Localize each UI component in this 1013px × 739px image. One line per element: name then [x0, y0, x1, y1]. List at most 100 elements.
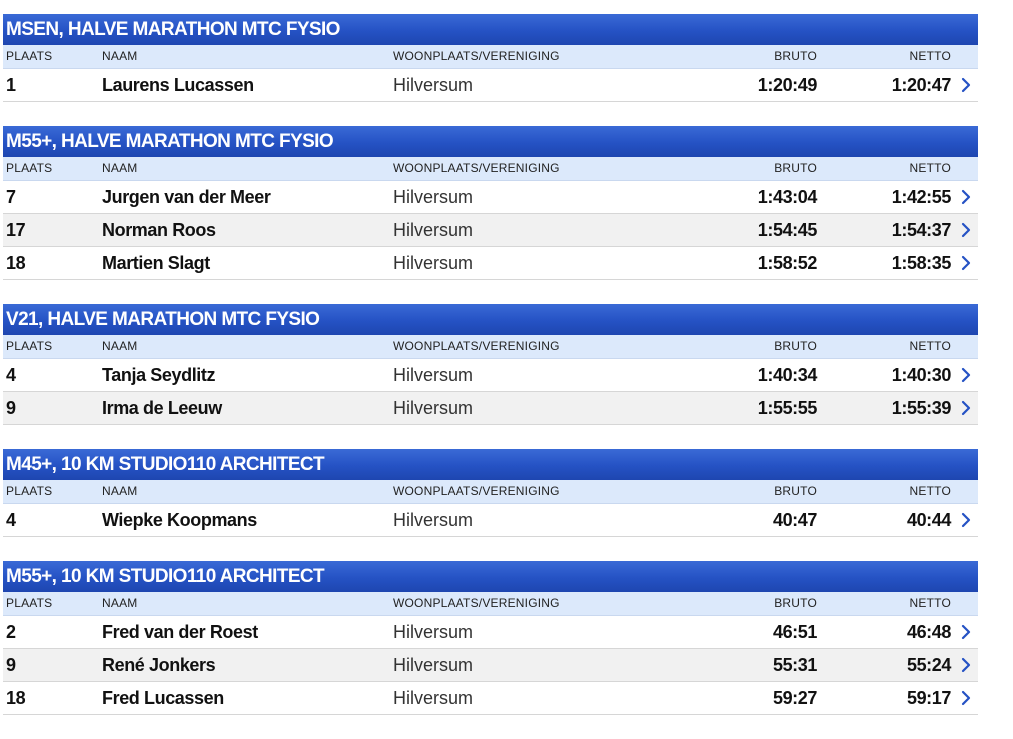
result-row[interactable]: 2 Fred van der Roest Hilversum 46:51 46:48 [3, 616, 978, 649]
result-netto: 46:48 [906, 622, 951, 642]
category-section: MSEN, HALVE MARATHON MTC FYSIO PLAATS NAAM… [3, 14, 978, 102]
result-row[interactable]: 1 Laurens Lucassen Hilversum 1:20:49 1:20:47 [3, 69, 978, 102]
chevron-right-icon[interactable] [958, 400, 974, 416]
chevron-right-icon[interactable] [958, 189, 974, 205]
column-header-netto: NETTO [909, 339, 951, 353]
result-name: Irma de Leeuw [102, 398, 222, 418]
chevron-right-icon[interactable] [958, 255, 974, 271]
column-header-row: PLAATS NAAM WOONPLAATS/VERENIGING BRUTO NETT… [3, 480, 978, 504]
category-section: V21, HALVE MARATHON MTC FYSIO PLAATS NAAM W… [3, 304, 978, 425]
column-header-place: PLAATS [6, 484, 53, 498]
chevron-right-icon[interactable] [958, 77, 974, 93]
result-row[interactable]: 9 Irma de Leeuw Hilversum 1:55:55 1:55:39 [3, 392, 978, 425]
column-header-netto: NETTO [909, 49, 951, 63]
chevron-right-icon[interactable] [958, 624, 974, 640]
column-header-row: PLAATS NAAM WOONPLAATS/VERENIGING BRUTO NETT… [3, 157, 978, 181]
result-bruto: 1:54:45 [757, 220, 818, 240]
results-list: MSEN, HALVE MARATHON MTC FYSIO PLAATS NAAM… [3, 14, 978, 739]
category-title: V21, HALVE MARATHON MTC FYSIO [3, 304, 978, 335]
column-header-place: PLAATS [6, 161, 53, 175]
chevron-right-icon[interactable] [958, 367, 974, 383]
category-section: M55+, HALVE MARATHON MTC FYSIO PLAATS NAAM… [3, 126, 978, 280]
result-netto: 59:17 [906, 688, 951, 708]
result-row[interactable]: 18 Fred Lucassen Hilversum 59:27 59:17 [3, 682, 978, 715]
result-bruto: 46:51 [772, 622, 817, 642]
result-place: 9 [6, 655, 16, 675]
chevron-right-icon[interactable] [958, 657, 974, 673]
result-netto: 1:54:37 [891, 220, 952, 240]
category-section: M45+, 10 KM STUDIO110 ARCHITECT PLAATS NAA… [3, 449, 978, 537]
column-header-bruto: BRUTO [774, 596, 817, 610]
result-place: 17 [6, 220, 26, 240]
result-city: Hilversum [393, 510, 474, 530]
result-name: Jurgen van der Meer [102, 187, 271, 207]
category-title: M55+, HALVE MARATHON MTC FYSIO [3, 126, 978, 157]
column-header-bruto: BRUTO [774, 49, 817, 63]
result-place: 18 [6, 688, 26, 708]
result-row[interactable]: 18 Martien Slagt Hilversum 1:58:52 1:58:35 [3, 247, 978, 280]
column-header-city: WOONPLAATS/VERENIGING [393, 339, 560, 353]
column-header-city: WOONPLAATS/VERENIGING [393, 161, 560, 175]
result-row[interactable]: 4 Wiepke Koopmans Hilversum 40:47 40:44 [3, 504, 978, 537]
result-city: Hilversum [393, 253, 474, 273]
result-bruto: 1:40:34 [757, 365, 818, 385]
result-row[interactable]: 17 Norman Roos Hilversum 1:54:45 1:54:37 [3, 214, 978, 247]
result-bruto: 1:43:04 [757, 187, 818, 207]
category-title: MSEN, HALVE MARATHON MTC FYSIO [3, 14, 978, 45]
result-place: 7 [6, 187, 16, 207]
result-netto: 1:58:35 [891, 253, 952, 273]
column-header-bruto: BRUTO [774, 484, 817, 498]
chevron-right-icon[interactable] [958, 512, 974, 528]
result-place: 2 [6, 622, 16, 642]
column-header-name: NAAM [102, 596, 138, 610]
result-city: Hilversum [393, 220, 474, 240]
result-name: Tanja Seydlitz [102, 365, 216, 385]
column-header-row: PLAATS NAAM WOONPLAATS/VERENIGING BRUTO NETT… [3, 592, 978, 616]
result-row[interactable]: 9 René Jonkers Hilversum 55:31 55:24 [3, 649, 978, 682]
result-place: 18 [6, 253, 26, 273]
column-header-name: NAAM [102, 484, 138, 498]
column-header-place: PLAATS [6, 49, 53, 63]
result-netto: 1:20:47 [891, 75, 952, 95]
result-name: Fred Lucassen [102, 688, 224, 708]
column-header-netto: NETTO [909, 596, 951, 610]
result-netto: 1:42:55 [891, 187, 952, 207]
result-place: 4 [6, 510, 16, 530]
category-section: M55+, 10 KM STUDIO110 ARCHITECT PLAATS NAA… [3, 561, 978, 715]
result-bruto: 1:58:52 [757, 253, 818, 273]
result-netto: 55:24 [906, 655, 951, 675]
result-name: René Jonkers [102, 655, 216, 675]
result-city: Hilversum [393, 655, 474, 675]
result-place: 1 [6, 75, 16, 95]
result-row[interactable]: 4 Tanja Seydlitz Hilversum 1:40:34 1:40:30 [3, 359, 978, 392]
result-bruto: 1:55:55 [757, 398, 818, 418]
column-header-name: NAAM [102, 49, 138, 63]
result-name: Norman Roos [102, 220, 216, 240]
result-city: Hilversum [393, 187, 474, 207]
column-header-row: PLAATS NAAM WOONPLAATS/VERENIGING BRUTO NETT… [3, 335, 978, 359]
column-header-bruto: BRUTO [774, 161, 817, 175]
category-title: M55+, 10 KM STUDIO110 ARCHITECT [3, 561, 978, 592]
column-header-name: NAAM [102, 339, 138, 353]
result-bruto: 40:47 [772, 510, 817, 530]
result-city: Hilversum [393, 688, 474, 708]
column-header-city: WOONPLAATS/VERENIGING [393, 596, 560, 610]
result-row[interactable]: 7 Jurgen van der Meer Hilversum 1:43:04 1:42… [3, 181, 978, 214]
result-place: 4 [6, 365, 16, 385]
column-header-city: WOONPLAATS/VERENIGING [393, 49, 560, 63]
result-name: Laurens Lucassen [102, 75, 254, 95]
result-name: Fred van der Roest [102, 622, 258, 642]
chevron-right-icon[interactable] [958, 690, 974, 706]
category-title: M45+, 10 KM STUDIO110 ARCHITECT [3, 449, 978, 480]
column-header-row: PLAATS NAAM WOONPLAATS/VERENIGING BRUTO NETT… [3, 45, 978, 69]
result-place: 9 [6, 398, 16, 418]
chevron-right-icon[interactable] [958, 222, 974, 238]
result-bruto: 59:27 [772, 688, 817, 708]
result-city: Hilversum [393, 398, 474, 418]
column-header-netto: NETTO [909, 484, 951, 498]
column-header-netto: NETTO [909, 161, 951, 175]
column-header-name: NAAM [102, 161, 138, 175]
result-bruto: 55:31 [772, 655, 817, 675]
result-bruto: 1:20:49 [757, 75, 818, 95]
column-header-city: WOONPLAATS/VERENIGING [393, 484, 560, 498]
